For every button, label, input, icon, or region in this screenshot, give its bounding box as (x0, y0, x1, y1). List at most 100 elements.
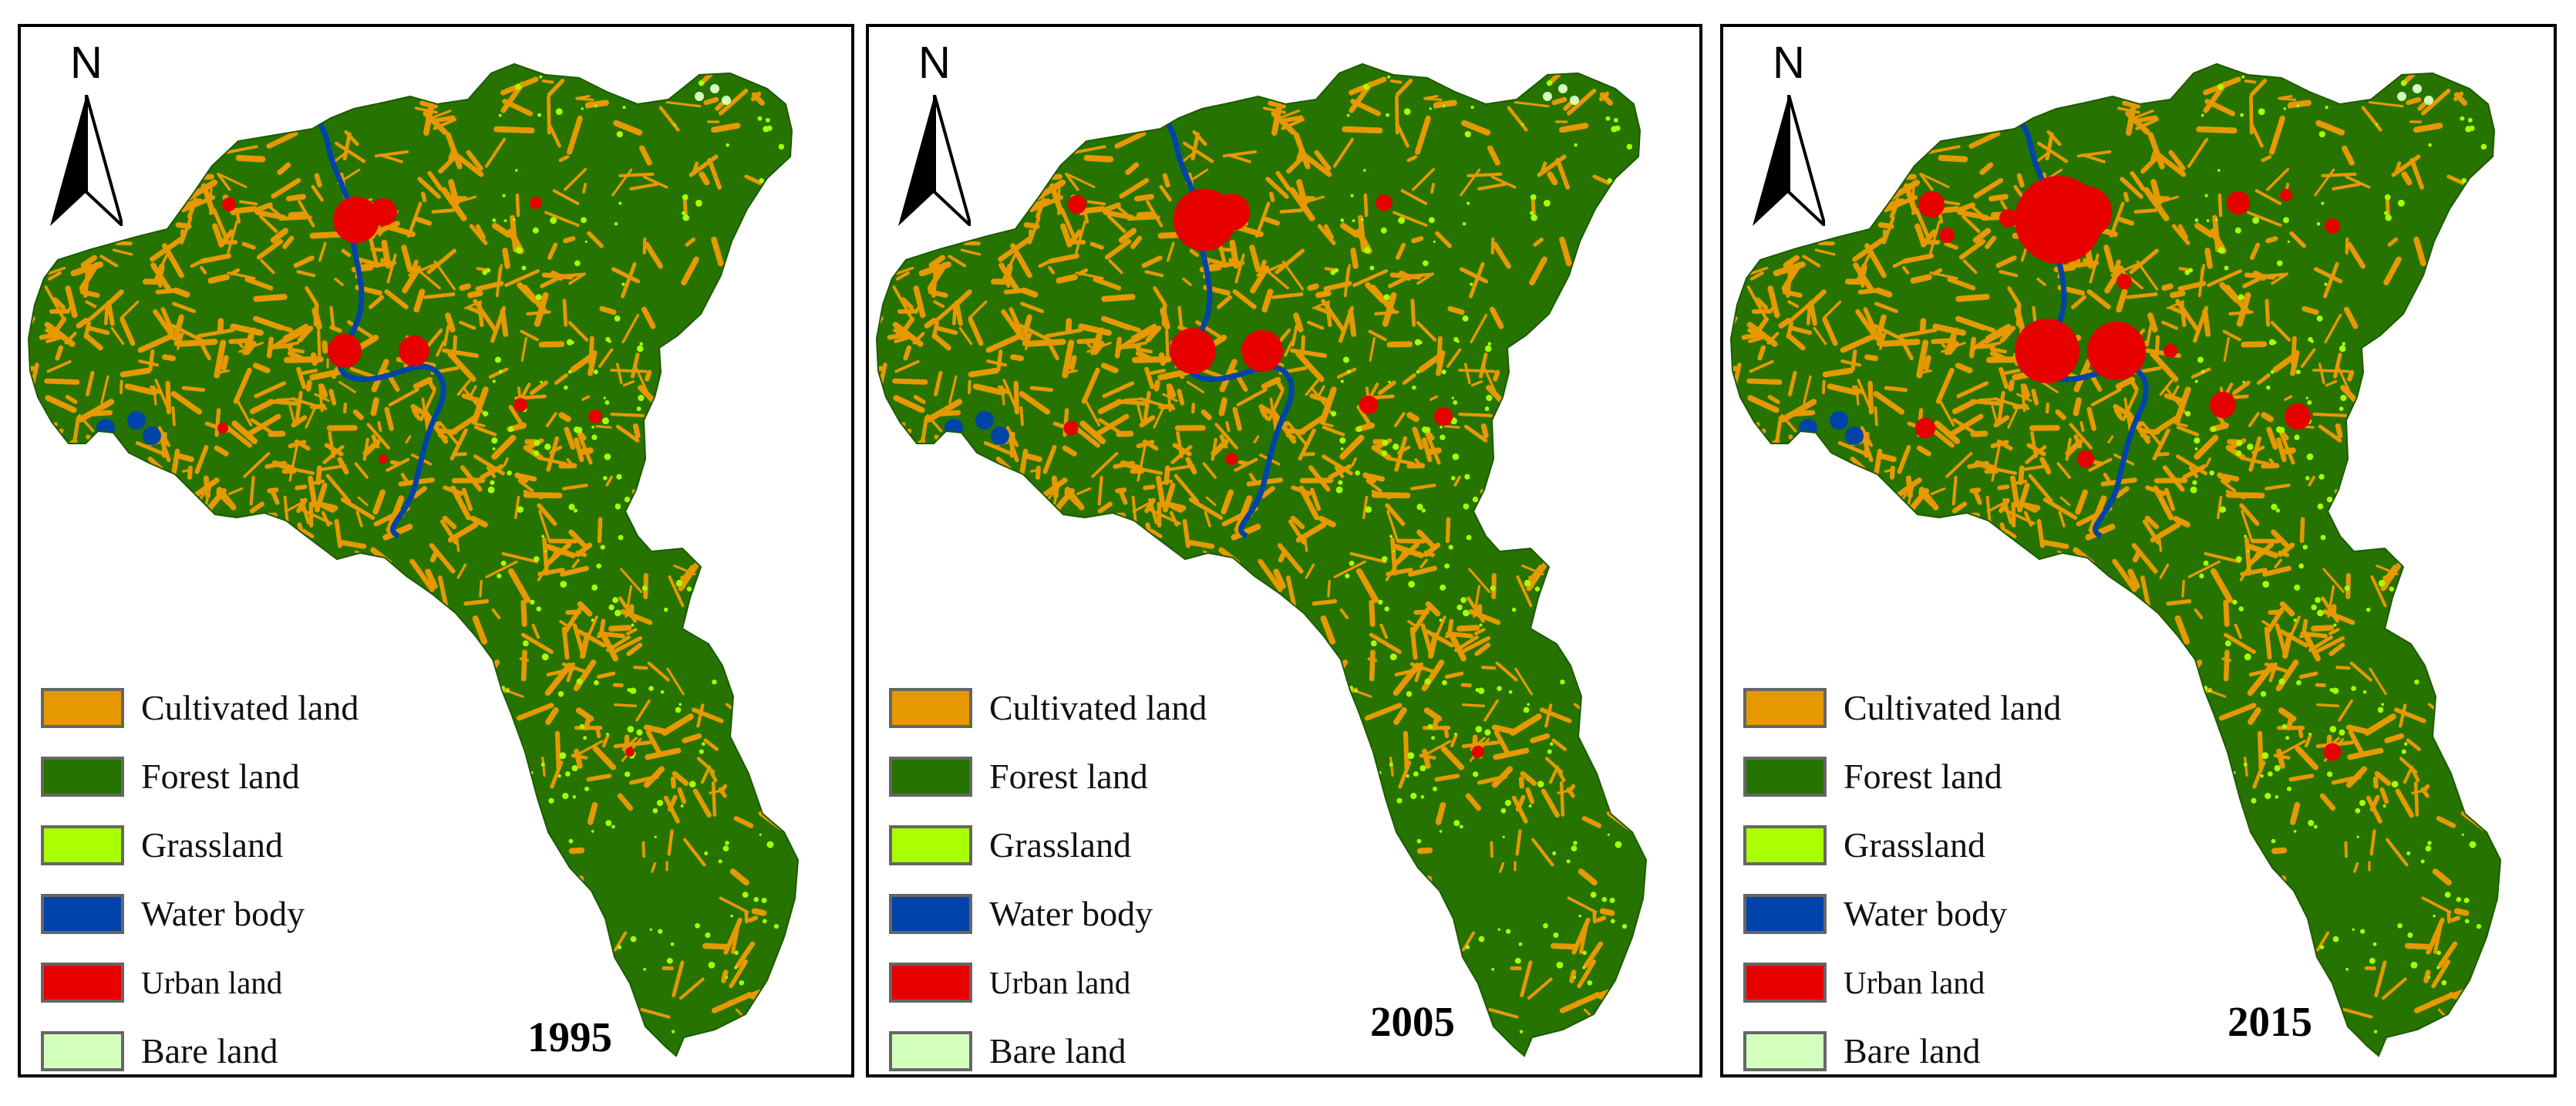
legend-item-water: Water body (889, 879, 1207, 948)
region-map (1729, 62, 2502, 1057)
urban-patch (1170, 328, 1216, 374)
legend-item-cultivated: Cultivated land (1743, 673, 2061, 742)
legend-label-urban: Urban land (989, 964, 1131, 1000)
urban-patch (514, 398, 527, 412)
urban-patch (625, 747, 635, 757)
map-panel-2015: N Cultivated land Forest land Grassland Wat… (1720, 24, 2557, 1077)
urban-patch (1224, 452, 1238, 466)
legend-swatch-grassland (41, 824, 124, 865)
legend: Cultivated land Forest land Grassland Water… (41, 673, 359, 1074)
land-cover-layer (1731, 64, 2500, 1056)
legend-label-cultivated: Cultivated land (1844, 688, 2062, 727)
urban-patch (369, 198, 397, 226)
urban-patch (2059, 185, 2113, 239)
legend-swatch-cultivated (41, 687, 124, 728)
legend-swatch-cultivated (1743, 687, 1827, 728)
legend-swatch-urban (889, 962, 972, 1003)
urban-patch (1999, 209, 2018, 228)
urban-patch (2325, 218, 2340, 234)
legend-swatch-grassland (889, 824, 972, 865)
legend-label-urban: Urban land (1844, 964, 1985, 1000)
urban-patch (2116, 274, 2132, 289)
legend-swatch-forest (889, 756, 972, 797)
urban-patch (399, 336, 429, 366)
legend-item-bare: Bare land (889, 1017, 1207, 1074)
legend-item-grassland: Grassland (1743, 811, 2061, 879)
urban-patch (2209, 391, 2237, 419)
legend: Cultivated land Forest land Grassland Water… (889, 673, 1207, 1074)
legend-swatch-water (889, 893, 972, 934)
year-label: 2015 (2227, 998, 2312, 1045)
legend-swatch-water (1743, 893, 1827, 934)
year-label: 2005 (1370, 998, 1455, 1045)
urban-patch (1471, 745, 1485, 759)
legend-item-forest: Forest land (41, 742, 359, 811)
region-boundary (27, 62, 800, 1057)
urban-patch (2164, 344, 2177, 358)
legend-item-bare: Bare land (41, 1017, 359, 1074)
legend-label-cultivated: Cultivated land (989, 688, 1207, 727)
north-arrow: N (1746, 41, 1831, 234)
region-map (27, 62, 800, 1057)
legend-swatch-forest (41, 756, 124, 797)
north-arrow-icon (898, 95, 971, 226)
legend-item-forest: Forest land (889, 742, 1207, 811)
legend-label-cultivated: Cultivated land (141, 688, 359, 727)
urban-patch (1319, 652, 1336, 669)
legend-item-bare: Bare land (1743, 1017, 2061, 1074)
north-arrow-icon (50, 95, 123, 226)
legend-item-water: Water body (1743, 879, 2061, 948)
legend-label-bare: Bare land (1844, 1031, 1981, 1071)
legend-label-bare: Bare land (141, 1031, 278, 1071)
legend-label-bare: Bare land (989, 1031, 1126, 1071)
legend-item-urban: Urban land (1743, 948, 2061, 1017)
legend-label-grassland: Grassland (989, 825, 1131, 865)
river (1133, 108, 1295, 539)
legend-label-urban: Urban land (141, 964, 283, 1000)
urban-patch (1433, 406, 1453, 427)
legend-label-water: Water body (1844, 894, 2008, 933)
legend-item-grassland: Grassland (41, 811, 359, 879)
legend-swatch-grassland (1743, 824, 1827, 865)
urban-patch (1939, 228, 1955, 243)
legend-item-cultivated: Cultivated land (41, 673, 359, 742)
legend-item-cultivated: Cultivated land (889, 673, 1207, 742)
urban-patch (328, 334, 362, 368)
urban-patch (217, 423, 228, 433)
urban-patch (333, 197, 379, 243)
legend-label-grassland: Grassland (141, 825, 283, 865)
region-boundary (875, 62, 1648, 1057)
legend-label-water: Water body (989, 894, 1153, 933)
legend-swatch-bare (41, 1030, 124, 1071)
legend-item-forest: Forest land (1743, 742, 2061, 811)
urban-patch (1376, 194, 1392, 211)
legend-item-water: Water body (41, 879, 359, 948)
urban-patch (2015, 319, 2079, 383)
north-label: N (1773, 38, 1805, 88)
year-label: 1995 (527, 1013, 612, 1060)
legend-item-urban: Urban land (41, 948, 359, 1017)
land-cover-layer (29, 64, 798, 1056)
north-label: N (70, 38, 103, 88)
map-panel-1995: N Cultivated land Forest land Grassland Wat… (18, 24, 854, 1077)
legend-swatch-cultivated (889, 687, 972, 728)
urban-patch (2280, 189, 2292, 201)
urban-patch (1918, 191, 1945, 218)
legend-swatch-bare (889, 1030, 972, 1071)
north-label: N (918, 38, 951, 88)
region-boundary (1729, 62, 2502, 1057)
legend-label-water: Water body (141, 894, 305, 933)
urban-patch (588, 410, 602, 423)
legend-item-grassland: Grassland (889, 811, 1207, 879)
urban-patch (2323, 743, 2342, 761)
legend-label-grassland: Grassland (1844, 825, 1985, 865)
region-map (875, 62, 1648, 1057)
legend-swatch-bare (1743, 1030, 1827, 1071)
urban-patch (2226, 191, 2251, 215)
urban-patch (1359, 395, 1379, 415)
north-arrow: N (44, 41, 129, 234)
north-arrow: N (892, 41, 977, 234)
legend-swatch-urban (1743, 962, 1827, 1003)
urban-patch (530, 197, 542, 209)
urban-patch (1063, 420, 1079, 436)
